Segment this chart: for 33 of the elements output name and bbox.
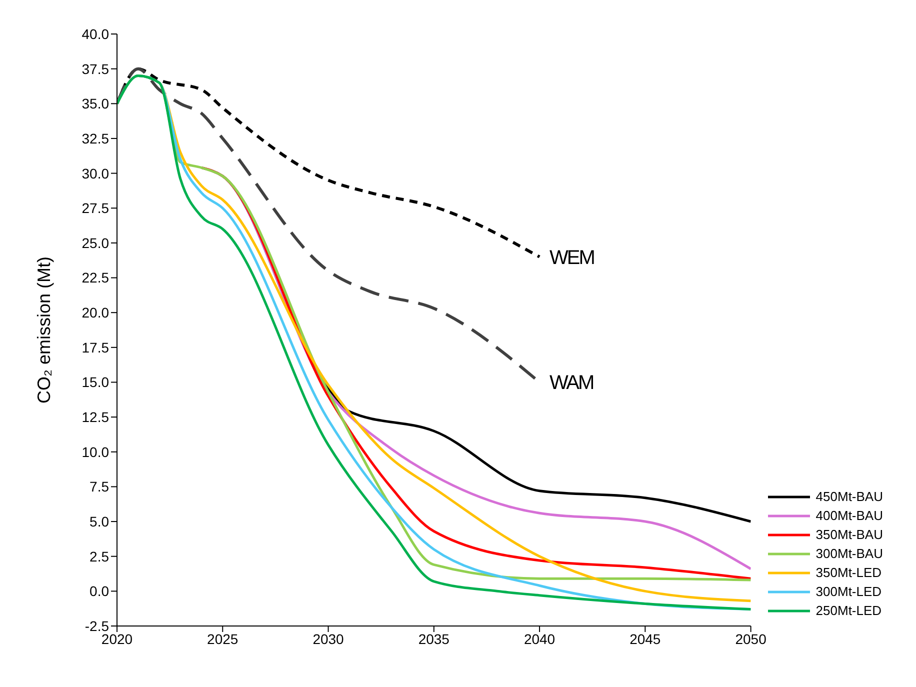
- y-axis-title: CO₂ emission (Mt): [34, 256, 54, 404]
- y-tick-label: 40.0: [82, 26, 110, 42]
- y-tick-label: 5.0: [90, 514, 110, 530]
- series-label: WAM: [550, 372, 594, 394]
- y-tick-label: 30.0: [82, 165, 110, 182]
- y-tick-label: 32.5: [82, 130, 110, 146]
- y-tick-label: 17.5: [82, 339, 110, 356]
- legend-label: 450Mt-BAU: [816, 488, 883, 506]
- y-tick-label: 25.0: [82, 234, 110, 251]
- legend-label: 350Mt-LED: [816, 564, 882, 582]
- y-tick-label: 15.0: [82, 374, 110, 390]
- legend-label: 350Mt-BAU: [816, 526, 883, 544]
- legend-label: 300Mt-LED: [816, 583, 882, 601]
- y-tick-label: 37.5: [82, 60, 110, 77]
- x-tick-label: 2040: [524, 630, 556, 647]
- legend-label: 300Mt-BAU: [816, 545, 883, 563]
- legend-label: 400Mt-BAU: [816, 507, 883, 525]
- x-tick-label: 2045: [630, 630, 661, 647]
- y-tick-label: 2.5: [90, 548, 110, 564]
- x-tick-label: 2050: [735, 630, 767, 647]
- x-tick-label: 2030: [312, 630, 344, 647]
- y-tick-label: 35.0: [82, 96, 110, 112]
- y-tick-label: 27.5: [82, 200, 110, 216]
- y-tick-label: 22.5: [82, 270, 110, 286]
- y-tick-label: 12.5: [82, 409, 110, 426]
- y-tick-label: 10.0: [82, 444, 110, 460]
- y-tick-label: 7.5: [90, 478, 110, 495]
- y-tick-label: 0.0: [90, 583, 110, 600]
- legend-label: 250Mt-LED: [816, 602, 882, 620]
- series-label: WEM: [550, 246, 595, 269]
- x-tick-label: 2035: [418, 630, 450, 647]
- y-tick-label: 20.0: [82, 304, 110, 321]
- x-tick-label: 2025: [207, 630, 238, 647]
